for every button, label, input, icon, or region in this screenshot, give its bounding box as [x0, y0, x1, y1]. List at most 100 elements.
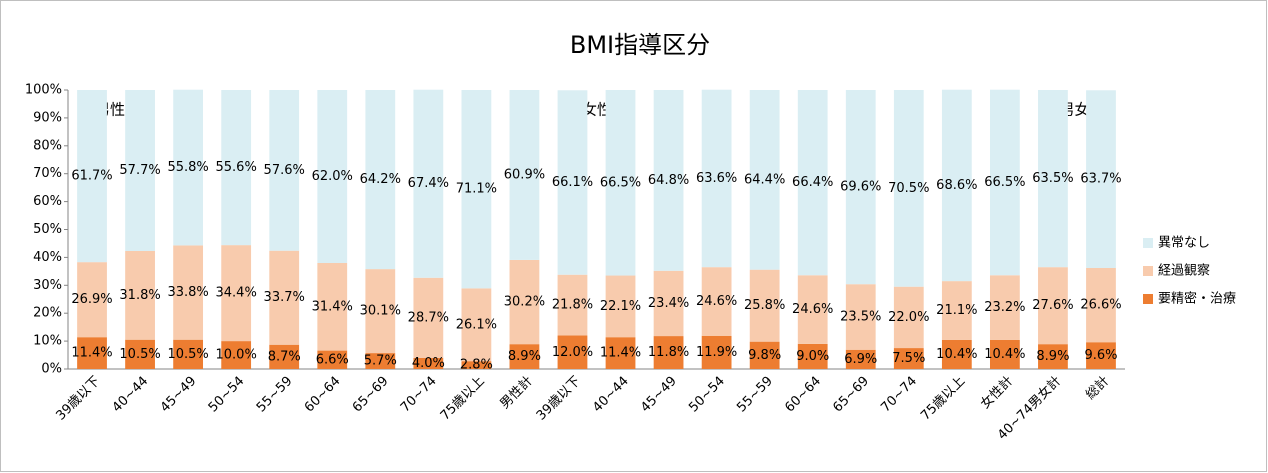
data-label: 24.6%: [792, 302, 833, 317]
data-label: 28.7%: [408, 310, 449, 325]
data-label: 57.7%: [119, 163, 160, 178]
data-label: 69.6%: [840, 180, 881, 195]
bar-segment: [1086, 268, 1116, 343]
y-tick-label: 80%: [33, 138, 62, 153]
bar-segment: [1038, 90, 1068, 268]
data-label: 68.6%: [936, 178, 977, 193]
bar-segment: [893, 90, 924, 287]
data-label: 25.8%: [744, 298, 785, 313]
data-label: 10.4%: [984, 347, 1025, 362]
data-label: 22.0%: [888, 310, 929, 325]
data-label: 23.2%: [984, 300, 1025, 315]
bar-segment: [509, 344, 540, 369]
bar-segment: [797, 275, 828, 344]
bar-segment: [845, 90, 876, 285]
bar-segment: [1086, 342, 1116, 369]
bar-segment: [605, 337, 636, 369]
data-labels: 11.4% 26.9% 61.7% 10.5% 31.8% 57.7% 10.5% 33.8%…: [71, 160, 1121, 373]
bar-segment: [221, 90, 252, 246]
bar-segment: [269, 250, 300, 345]
data-label: 10.5%: [119, 347, 160, 362]
bars: [77, 89, 1116, 369]
bar-segment: [125, 250, 155, 340]
data-label: 11.4%: [71, 346, 112, 361]
y-tick-label: 70%: [33, 166, 62, 181]
bar-segment: [269, 90, 300, 251]
bar-segment: [125, 90, 155, 251]
data-label: 10.5%: [167, 347, 208, 362]
data-label: 26.6%: [1080, 298, 1121, 313]
bar-segment: [989, 339, 1020, 369]
y-tick-label: 20%: [33, 306, 62, 321]
bar-segment: [893, 286, 924, 349]
bar-segment: [221, 341, 252, 369]
bar-segment: [413, 277, 444, 358]
data-label: 22.1%: [600, 299, 641, 314]
data-label: 8.9%: [1036, 349, 1069, 364]
bar-segment: [701, 267, 732, 336]
data-label: 55.8%: [167, 160, 208, 175]
bar-segment: [989, 275, 1020, 340]
bar-segment: [701, 89, 732, 268]
bar-segment: [269, 344, 300, 369]
bar-segment: [461, 90, 492, 289]
bar-segment: [1038, 267, 1068, 345]
bar-segment: [365, 90, 396, 270]
data-label: 64.2%: [360, 172, 401, 187]
data-label: 9.0%: [796, 349, 829, 364]
data-label: 4.0%: [412, 356, 445, 371]
data-label: 34.4%: [216, 286, 257, 301]
data-label: 12.0%: [552, 345, 593, 360]
bar-segment: [461, 288, 492, 362]
y-tick-label: 40%: [33, 250, 62, 265]
bar-segment: [413, 357, 444, 369]
bar-segment: [413, 89, 444, 278]
bar-segment: [797, 343, 828, 369]
bar-segment: [365, 269, 396, 354]
legend-swatch: [1143, 294, 1153, 304]
data-label: 55.6%: [216, 160, 257, 175]
bar-segment: [797, 90, 828, 276]
data-label: 7.5%: [892, 351, 925, 366]
data-label: 63.7%: [1080, 172, 1121, 187]
bar-segment: [605, 275, 636, 338]
bar-segment: [77, 90, 107, 263]
bar-segment: [557, 274, 588, 336]
bar-segment: [653, 336, 684, 369]
legend-swatch: [1143, 238, 1153, 248]
data-label: 30.2%: [504, 295, 545, 310]
bar-segment: [845, 349, 876, 369]
bar-segment: [317, 350, 348, 369]
data-label: 26.9%: [71, 292, 112, 307]
data-label: 66.1%: [552, 175, 593, 190]
data-label: 6.9%: [844, 352, 877, 367]
data-label: 8.9%: [508, 349, 541, 364]
bar-segment: [653, 270, 684, 337]
bar-segment: [989, 89, 1020, 276]
bar-segment: [845, 284, 876, 350]
data-label: 10.0%: [216, 348, 257, 363]
bar-segment: [173, 339, 204, 369]
data-label: 21.8%: [552, 298, 593, 313]
chart-title: BMI指導区分: [570, 31, 710, 59]
data-label: 66.4%: [792, 175, 833, 190]
data-label: 21.1%: [936, 303, 977, 318]
data-label: 10.4%: [936, 347, 977, 362]
data-label: 31.4%: [312, 299, 353, 314]
bar-segment: [749, 90, 780, 270]
y-tick-label: 0%: [41, 362, 62, 377]
bar-segment: [605, 90, 636, 276]
bar-segment: [941, 89, 972, 282]
data-label: 11.4%: [600, 346, 641, 361]
bar-segment: [701, 335, 732, 369]
bar-segment: [221, 245, 252, 342]
legend-label: 要精密・治療: [1158, 291, 1236, 307]
data-label: 66.5%: [984, 175, 1025, 190]
y-tick-label: 30%: [33, 278, 62, 293]
data-label: 61.7%: [71, 169, 112, 184]
data-label: 33.7%: [264, 290, 305, 305]
data-label: 6.6%: [316, 352, 349, 367]
bar-segment: [941, 281, 972, 340]
bar-segment: [557, 90, 588, 275]
